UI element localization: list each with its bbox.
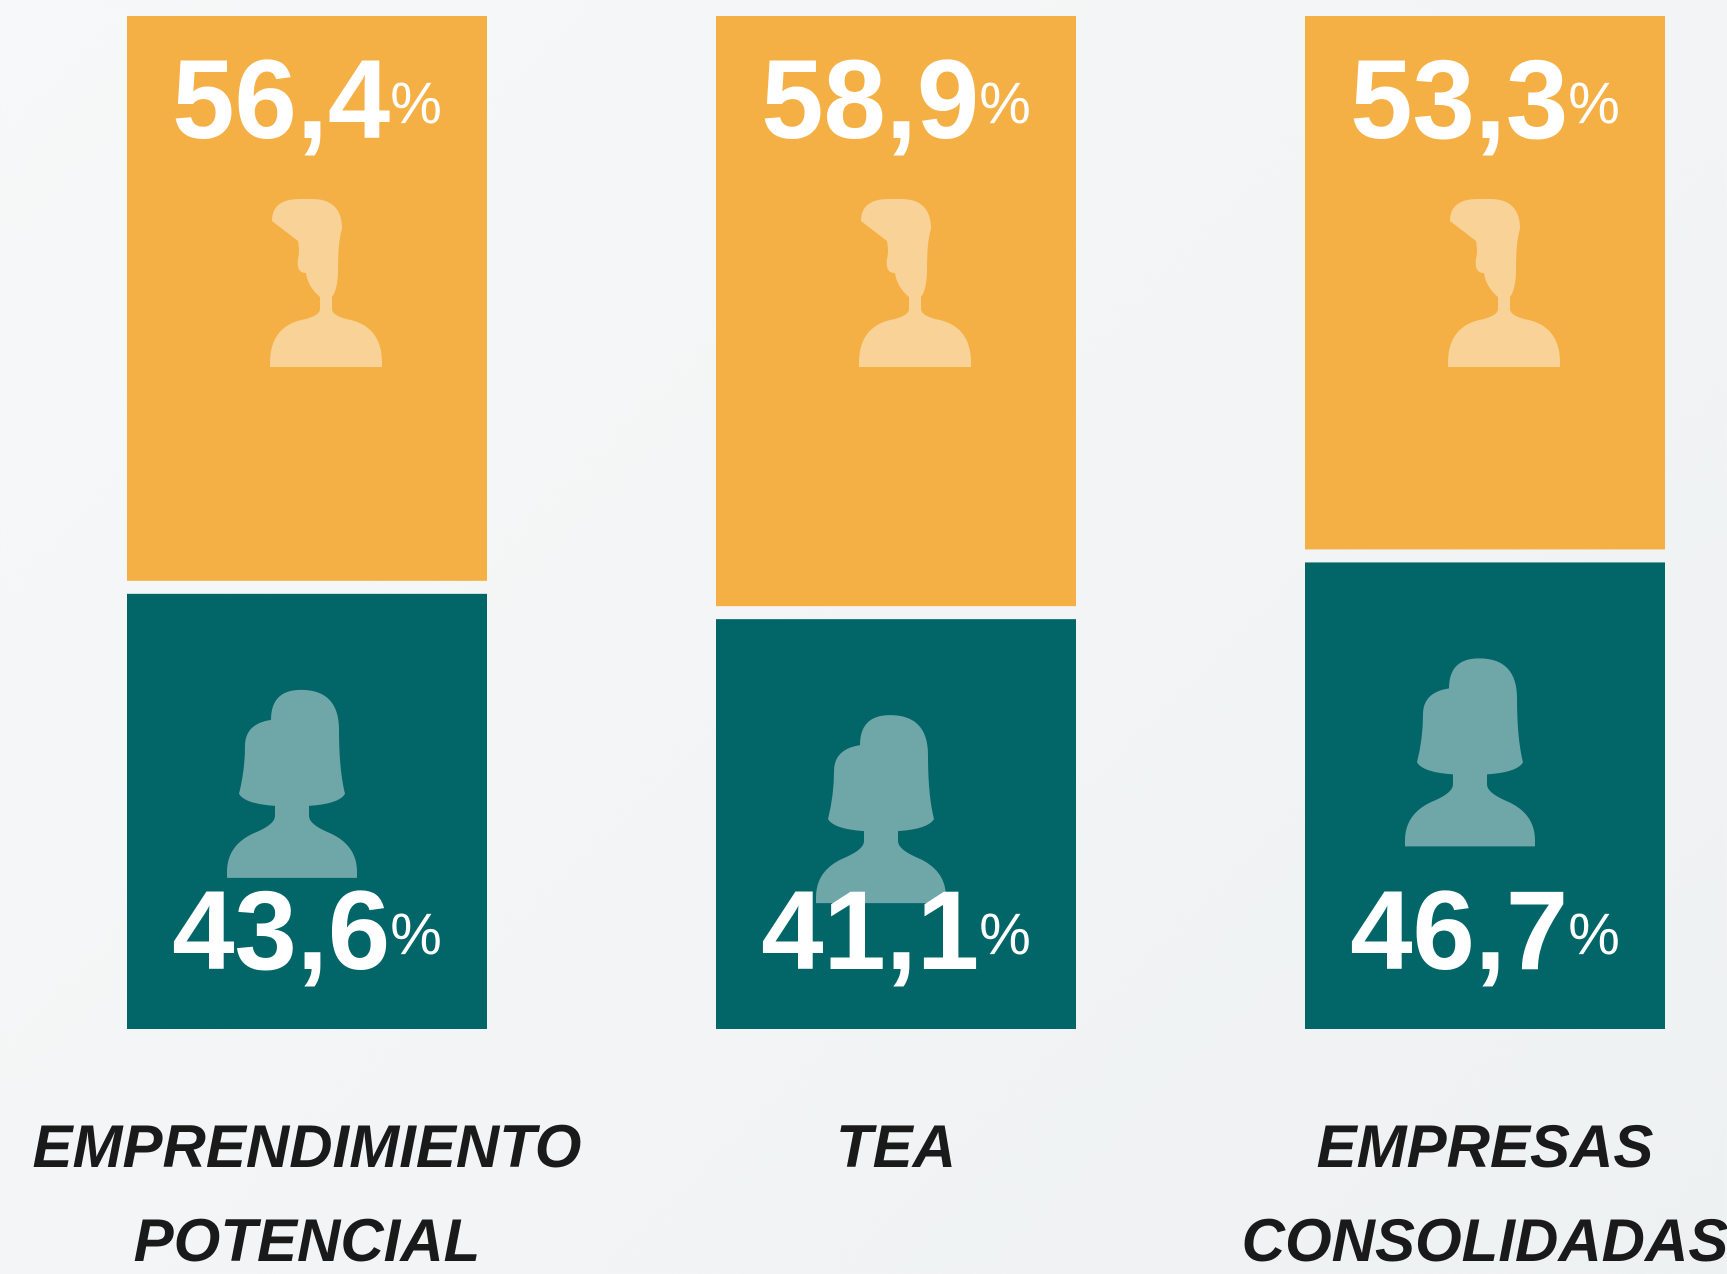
male-icon [859, 199, 971, 367]
female-icon [227, 689, 357, 878]
value-label: 56,4% [172, 37, 442, 162]
value-label: 46,7% [1350, 868, 1620, 993]
female-icon [816, 715, 946, 904]
category-label: TEA [836, 1113, 956, 1180]
bar-segment [127, 16, 487, 581]
male-icon [1448, 199, 1560, 367]
value-label: 41,1% [761, 868, 1031, 993]
male-icon [270, 199, 382, 367]
category-label: EMPRESAS [1317, 1113, 1654, 1180]
female-icon [1405, 658, 1535, 847]
bar-segment [716, 16, 1076, 607]
bar-segment [1305, 16, 1665, 550]
value-label: 53,3% [1350, 37, 1620, 162]
value-label: 43,6% [172, 868, 442, 993]
category-label: EMPRENDIMIENTO [33, 1113, 582, 1180]
category-label: POTENCIAL [134, 1207, 481, 1274]
value-label: 58,9% [761, 37, 1031, 162]
category-label: CONSOLIDADAS [1242, 1207, 1727, 1274]
